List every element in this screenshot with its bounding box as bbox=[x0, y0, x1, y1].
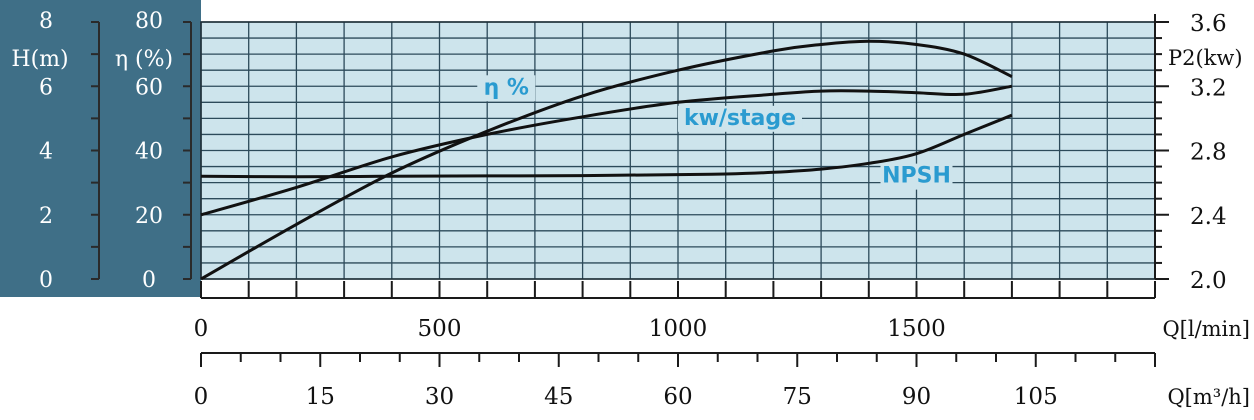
curve-label: NPSH bbox=[882, 164, 951, 189]
npsh-curve bbox=[200, 113, 1013, 179]
power-tick-label: 2.4 bbox=[1190, 204, 1227, 230]
left-panel-background bbox=[0, 0, 201, 297]
efficiency-tick-label: 20 bbox=[135, 204, 163, 229]
flow-m3h-tick-label: 15 bbox=[306, 384, 335, 410]
efficiency-tick-label: 80 bbox=[135, 9, 163, 34]
power-tick-label: 2.0 bbox=[1190, 268, 1227, 294]
head-tick-label: 6 bbox=[39, 75, 53, 100]
flow-m3h-tick-label: 45 bbox=[544, 384, 573, 410]
flow-m3h-tick-label: 30 bbox=[425, 384, 454, 410]
curve-label-background bbox=[678, 105, 803, 132]
curves bbox=[200, 39, 1013, 281]
flow-m3h-tick-label: 60 bbox=[663, 384, 692, 410]
curve-label-background bbox=[880, 163, 953, 190]
head-axis-title: H(m) bbox=[11, 47, 68, 72]
flow-m3h-tick-label: 105 bbox=[1014, 384, 1058, 410]
power-tick-label: 3.2 bbox=[1190, 75, 1227, 101]
efficiency-tick-label: 60 bbox=[135, 75, 163, 100]
flow-m3h-axis-title: Q[m³/h] bbox=[1167, 385, 1250, 409]
curve-label: η % bbox=[484, 75, 529, 100]
head-tick-label: 0 bbox=[39, 268, 53, 293]
efficiency-curve bbox=[200, 39, 1013, 281]
efficiency-axis-title: η (%) bbox=[115, 47, 173, 72]
curve-label-background bbox=[477, 75, 536, 102]
flow-axes: 0 500 1000 1500 Q[l/min] 0 15 30 45 60 75 90 105 Q[m³… bbox=[194, 281, 1250, 410]
head-tick-label: 2 bbox=[39, 204, 53, 229]
power-tick-label: 2.8 bbox=[1190, 140, 1227, 166]
power-tick-label: 3.6 bbox=[1190, 11, 1227, 37]
flow-lpm-tick-label: 0 bbox=[194, 316, 209, 342]
power-axis: 2.0 2.4 2.8 3.2 3.6 P2(kw) bbox=[1154, 11, 1243, 294]
head-tick-label: 8 bbox=[39, 9, 53, 34]
grid-lines bbox=[200, 21, 1156, 280]
flow-m3h-tick-label: 75 bbox=[783, 384, 812, 410]
flow-lpm-tick-label: 1500 bbox=[887, 316, 946, 342]
curve-labels: η % kw/stage NPSH bbox=[477, 75, 953, 190]
flow-m3h-tick-label: 90 bbox=[902, 384, 931, 410]
power-axis-title: P2(kw) bbox=[1168, 46, 1243, 70]
flow-lpm-axis-title: Q[l/min] bbox=[1162, 317, 1250, 341]
efficiency-tick-label: 40 bbox=[135, 140, 163, 165]
power-curve bbox=[200, 84, 1013, 217]
flow-m3h-tick-label: 0 bbox=[194, 384, 209, 410]
curve-label: kw/stage bbox=[684, 106, 796, 131]
head-tick-label: 4 bbox=[39, 140, 53, 165]
flow-lpm-tick-label: 1000 bbox=[649, 316, 708, 342]
efficiency-tick-label: 0 bbox=[142, 268, 156, 293]
flow-lpm-tick-label: 500 bbox=[418, 316, 462, 342]
